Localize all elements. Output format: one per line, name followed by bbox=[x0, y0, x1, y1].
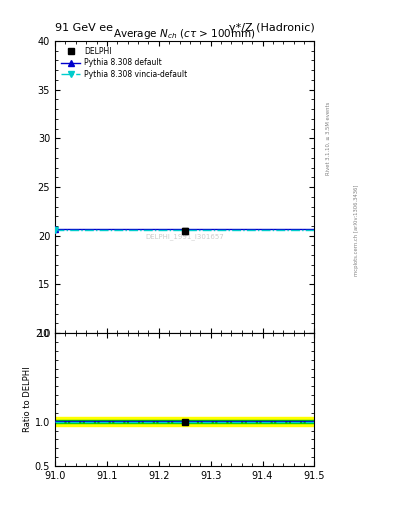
Y-axis label: Ratio to DELPHI: Ratio to DELPHI bbox=[23, 367, 32, 432]
Legend: DELPHI, Pythia 8.308 default, Pythia 8.308 vincia-default: DELPHI, Pythia 8.308 default, Pythia 8.3… bbox=[59, 45, 189, 81]
Text: Rivet 3.1.10, ≥ 3.5M events: Rivet 3.1.10, ≥ 3.5M events bbox=[326, 101, 331, 175]
Bar bbox=[55, 417, 314, 426]
Text: mcplots.cern.ch [arXiv:1306.3436]: mcplots.cern.ch [arXiv:1306.3436] bbox=[354, 185, 359, 276]
Title: Average $N_{ch}$ ($c\tau$ > 100mm): Average $N_{ch}$ ($c\tau$ > 100mm) bbox=[113, 27, 256, 41]
Bar bbox=[55, 420, 314, 423]
Text: γ*/Z (Hadronic): γ*/Z (Hadronic) bbox=[229, 23, 314, 33]
Text: DELPHI_1991_I301657: DELPHI_1991_I301657 bbox=[145, 233, 224, 240]
Text: 91 GeV ee: 91 GeV ee bbox=[55, 23, 113, 33]
